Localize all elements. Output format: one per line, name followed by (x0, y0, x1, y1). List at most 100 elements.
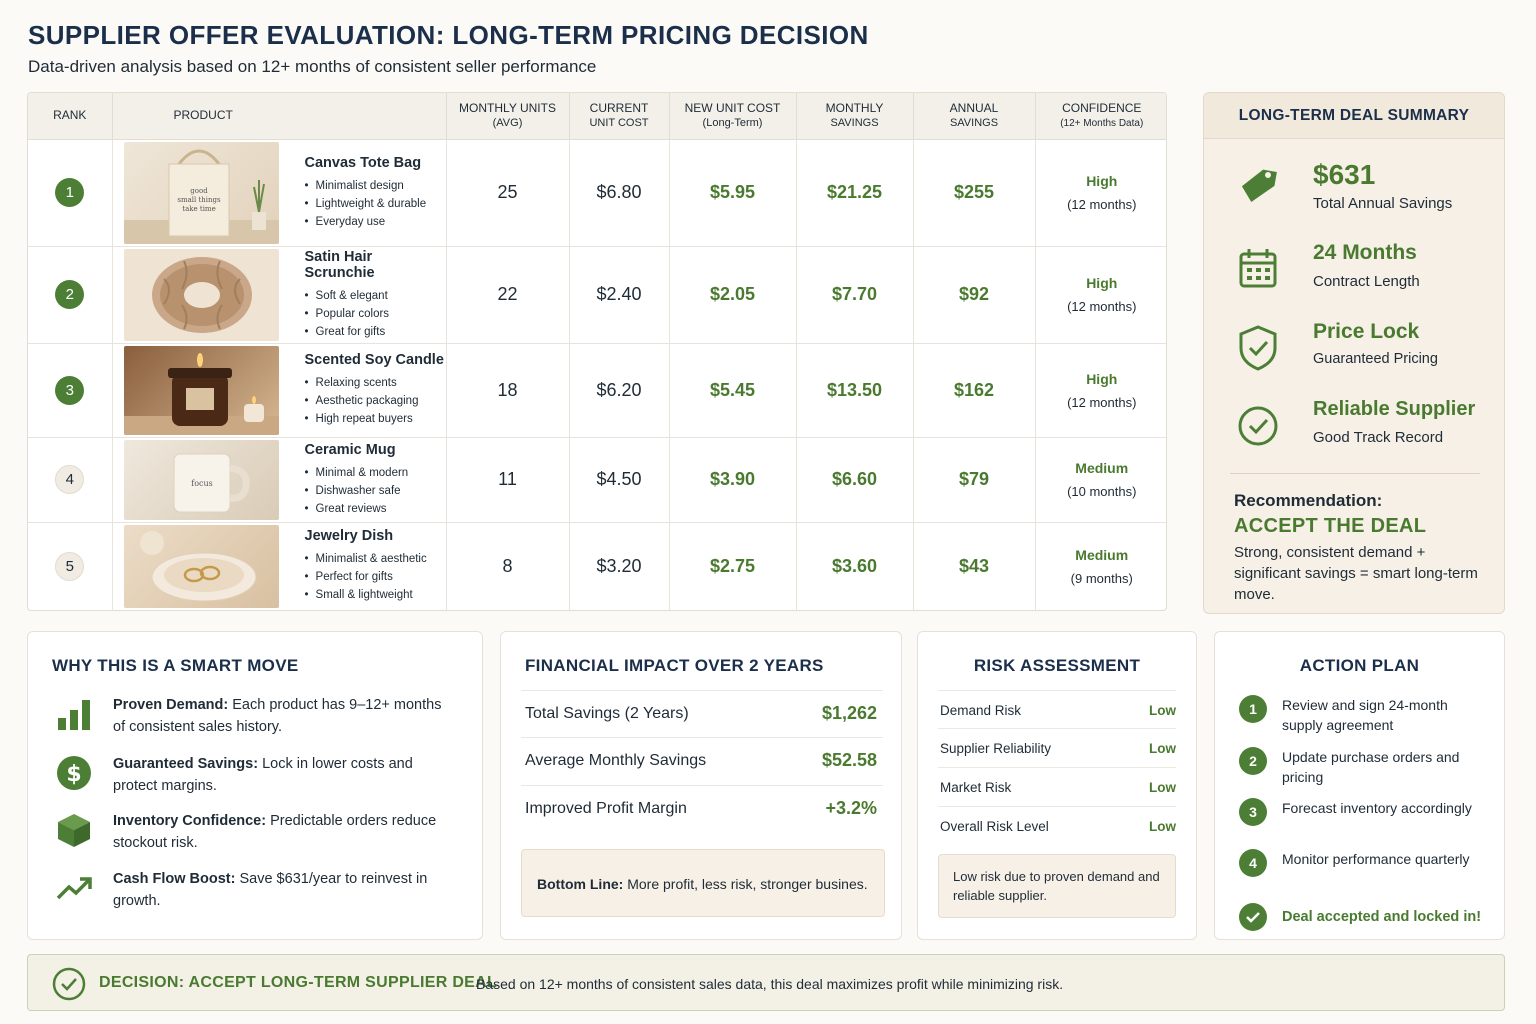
current-cost: $4.50 (596, 469, 642, 489)
confidence-level: Medium (1075, 460, 1129, 476)
summary-item-savings: $631 Total Annual Savings (1204, 159, 1504, 219)
annual-savings: $162 (953, 379, 995, 400)
col-header-confidence: CONFIDENCE (12+ Months Data) (1035, 93, 1166, 140)
step-number: 2 (1239, 747, 1267, 775)
summary-big: Reliable Supplier (1313, 398, 1476, 420)
calendar-icon (1239, 249, 1277, 288)
risk-row-label: Supplier Reliability (940, 741, 1052, 756)
box-icon (58, 814, 90, 847)
product-image-mug: focus (123, 439, 279, 520)
risk-row-label: Market Risk (940, 780, 1012, 795)
col-header-annual-savings: ANNUAL SAVINGS (913, 93, 1036, 140)
product-feature: Perfect for gifts (305, 568, 446, 586)
financial-row: Total Savings (2 Years) $1,262 (521, 690, 883, 738)
monthly-savings: $7.70 (831, 284, 878, 304)
confidence-duration: (12 months) (1067, 299, 1137, 314)
risk-row: Overall Risk Level Low (938, 807, 1176, 846)
confidence-level: High (1086, 173, 1118, 189)
financial-title: FINANCIAL IMPACT OVER 2 YEARS (525, 656, 824, 675)
product-feature: Small & lightweight (305, 586, 446, 604)
rank-badge: 1 (55, 178, 85, 207)
bottom-line-bold: Bottom Line: (537, 876, 624, 892)
product-feature: Lightweight & durable (305, 195, 446, 213)
page-subtitle: Data-driven analysis based on 12+ months… (28, 57, 597, 76)
table-row: 1 good small things take time (28, 139, 1166, 247)
step-number: 1 (1239, 695, 1267, 723)
annual-savings: $79 (958, 469, 990, 489)
product-name: Canvas Tote Bag (304, 154, 422, 171)
step-number: 4 (1239, 849, 1267, 877)
risk-row: Supplier Reliability Low (938, 729, 1176, 768)
svg-text:small things: small things (177, 196, 221, 204)
table-row: 4 focus Ceramic Mug (28, 437, 1166, 523)
col-header-monthly-units: MONTHLY UNITS (AVG) (446, 93, 570, 140)
confidence-level: Medium (1075, 546, 1129, 563)
product-image-candle (123, 345, 279, 435)
summary-big: 24 Months (1313, 241, 1417, 264)
product-feature: Great for gifts (305, 323, 446, 341)
product-feature: Aesthetic packaging (305, 392, 446, 410)
bottom-line-box: Bottom Line: More profit, less risk, str… (521, 849, 885, 917)
product-table: RANK PRODUCT MONTHLY UNITS (AVG) CURRENT U… (27, 92, 1167, 611)
bottom-line-text: More profit, less risk, stronger busines… (623, 876, 868, 892)
risk-row: Demand Risk Low (938, 690, 1176, 729)
check-circle-icon (1239, 903, 1267, 931)
risk-card: RISK ASSESSMENT Demand Risk Low Supplier… (917, 631, 1197, 940)
product-image-scrunchie (123, 248, 279, 341)
svg-text:$: $ (66, 762, 81, 787)
financial-row-value: $52.58 (821, 750, 877, 770)
monthly-savings: $6.60 (831, 469, 878, 489)
product-image-tote-bag: good small things take time (123, 141, 279, 244)
annual-savings: $43 (958, 555, 990, 576)
confidence-duration: (12 months) (1067, 197, 1137, 212)
product-feature: Minimalist design (305, 177, 446, 195)
why-item-text: Predictable orders reduce stockout risk. (113, 813, 437, 851)
table-row: 3 (28, 343, 1166, 438)
shield-check-icon (1239, 325, 1277, 371)
risk-row: Market Risk Low (938, 768, 1176, 807)
col-header-current-cost: CURRENT UNIT COST (569, 93, 670, 140)
financial-card: FINANCIAL IMPACT OVER 2 YEARS Total Savi… (500, 631, 902, 940)
decision-banner: DECISION: ACCEPT LONG-TERM SUPPLIER DEAL… (27, 954, 1505, 1011)
summary-small: Guaranteed Pricing (1313, 351, 1438, 367)
svg-text:good: good (190, 187, 208, 195)
decision-text: Based on 12+ months of consistent sales … (476, 976, 1064, 992)
summary-item-supplier: Reliable Supplier Good Track Record (1204, 398, 1504, 458)
product-name: Scented Soy Candle (304, 352, 444, 368)
col-header-new-cost: NEW UNIT COST (Long-Term) (669, 93, 797, 140)
confidence-level: High (1086, 370, 1118, 387)
risk-row-value: Low (1149, 741, 1176, 756)
page-title: SUPPLIER OFFER EVALUATION: LONG-TERM PRI… (28, 20, 869, 50)
financial-row-value: +3.2% (825, 798, 877, 818)
why-item-text: Save $631/year to reinvest in growth. (113, 871, 428, 909)
check-circle-icon (1238, 406, 1278, 446)
recommendation-text: Strong, consistent demand + significant … (1234, 544, 1478, 603)
why-item-bold: Inventory Confidence: (113, 813, 267, 829)
annual-savings: $255 (953, 182, 995, 202)
why-item-bold: Proven Demand: (113, 697, 229, 713)
step-number: 3 (1239, 798, 1267, 826)
financial-row: Improved Profit Margin +3.2% (521, 786, 883, 834)
monthly-units: 8 (502, 555, 513, 576)
decision-title: DECISION: ACCEPT LONG-TERM SUPPLIER DEAL (99, 974, 498, 991)
rank-badge: 3 (55, 375, 85, 405)
table-row: 5 Jewelry Di (28, 522, 1166, 610)
new-cost: $2.75 (709, 555, 756, 576)
table-header-row: RANK PRODUCT MONTHLY UNITS (AVG) CURRENT U… (28, 93, 1166, 140)
why-title: WHY THIS IS A SMART MOVE (52, 656, 299, 675)
step-text: Forecast inventory accordingly (1282, 800, 1472, 816)
table-row: 2 Satin Hair Scrunchie (28, 246, 1166, 344)
dollar-icon: $ (57, 756, 91, 790)
risk-row-label: Overall Risk Level (940, 819, 1049, 834)
svg-text:focus: focus (191, 479, 213, 488)
current-cost: $2.40 (596, 284, 642, 304)
action-plan-title: ACTION PLAN (1299, 656, 1420, 675)
product-feature: Dishwasher safe (305, 482, 446, 500)
current-cost: $6.80 (596, 182, 642, 202)
col-header-product: PRODUCT (112, 93, 447, 140)
bar-chart-icon (58, 700, 90, 730)
new-cost: $5.95 (709, 182, 756, 202)
summary-big: Price Lock (1313, 320, 1420, 343)
financial-row-label: Total Savings (2 Years) (525, 705, 689, 722)
product-feature: Everyday use (305, 213, 446, 231)
